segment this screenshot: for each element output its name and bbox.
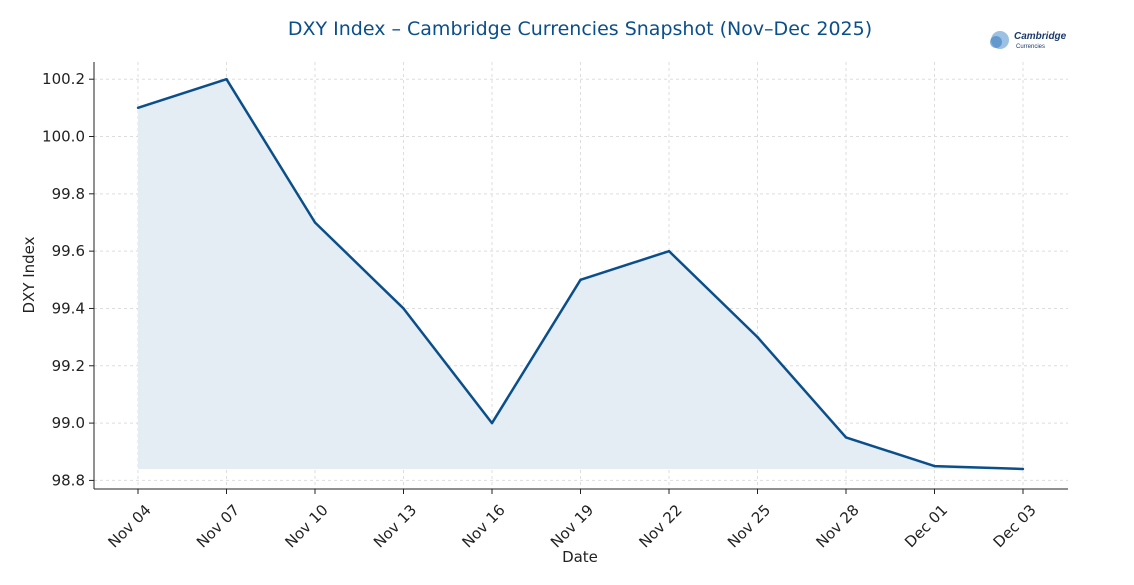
y-tick-label: 98.8 bbox=[52, 471, 85, 489]
data-point bbox=[402, 307, 405, 310]
y-tick-label: 99.4 bbox=[52, 299, 85, 317]
logo-globe-shade bbox=[990, 36, 1002, 48]
logo-subtitle: Currencies bbox=[1016, 44, 1045, 50]
y-tick-label: 99.2 bbox=[52, 357, 85, 375]
data-point bbox=[136, 106, 140, 110]
data-point bbox=[756, 335, 759, 339]
cambridge-logo: Cambridge Currencies bbox=[990, 31, 1067, 50]
series-line bbox=[136, 77, 1025, 471]
x-tick-label: Nov 10 bbox=[281, 501, 331, 551]
y-ticks: 98.8 99.0 99.2 99.4 99.6 99.8 100.0 100.2 bbox=[42, 70, 94, 489]
data-point bbox=[225, 77, 228, 81]
x-tick-label: Nov 13 bbox=[370, 501, 420, 551]
y-tick-label: 100.0 bbox=[42, 128, 85, 146]
data-point bbox=[667, 249, 671, 253]
chart-title: DXY Index – Cambridge Currencies Snapsho… bbox=[288, 18, 872, 40]
x-axis-label: Date bbox=[562, 548, 598, 566]
x-tick-label: Nov 28 bbox=[812, 501, 862, 551]
x-tick-label: Nov 25 bbox=[724, 501, 774, 551]
area-fill bbox=[138, 79, 1023, 469]
data-point bbox=[313, 221, 317, 224]
x-tick-label: Nov 22 bbox=[635, 501, 685, 551]
x-tick-label: Dec 03 bbox=[990, 501, 1040, 551]
y-tick-label: 99.8 bbox=[52, 185, 85, 203]
data-point bbox=[490, 421, 494, 425]
x-ticks: Nov 04 Nov 07 Nov 10 Nov 13 Nov 16 Nov 19 Nov … bbox=[104, 489, 1040, 551]
x-tick-label: Nov 19 bbox=[547, 501, 597, 551]
area-fill-shape bbox=[138, 79, 1023, 469]
data-point bbox=[933, 464, 936, 468]
y-tick-label: 99.0 bbox=[52, 414, 85, 432]
y-axis-label: DXY Index bbox=[20, 236, 38, 313]
y-tick-label: 99.6 bbox=[52, 242, 85, 260]
x-tick-label: Dec 01 bbox=[901, 501, 951, 551]
y-tick-label: 100.2 bbox=[42, 70, 85, 88]
x-tick-label: Nov 16 bbox=[458, 501, 508, 551]
data-point bbox=[579, 278, 582, 281]
logo-name: Cambridge bbox=[1014, 31, 1067, 42]
data-point bbox=[1021, 467, 1025, 471]
x-tick-label: Nov 04 bbox=[104, 501, 154, 551]
data-point bbox=[844, 436, 848, 439]
x-tick-label: Nov 07 bbox=[193, 501, 243, 551]
